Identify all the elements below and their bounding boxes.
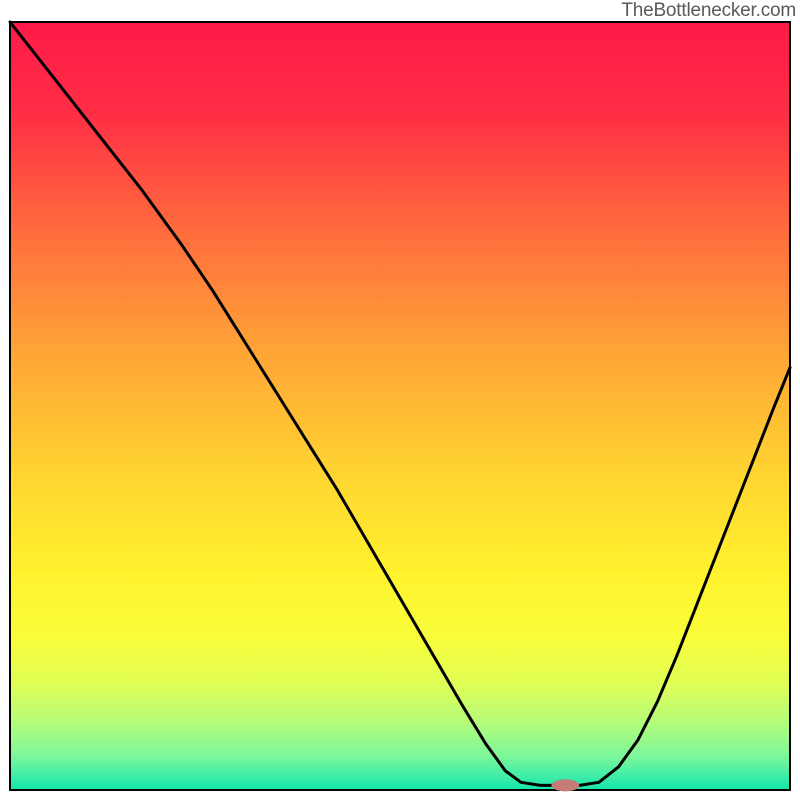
gradient-background: [10, 22, 790, 790]
watermark-text: TheBottlenecker.com: [621, 0, 796, 22]
chart-svg: [0, 0, 800, 800]
bottleneck-chart: TheBottlenecker.com: [0, 0, 800, 800]
optimum-marker: [551, 779, 579, 791]
